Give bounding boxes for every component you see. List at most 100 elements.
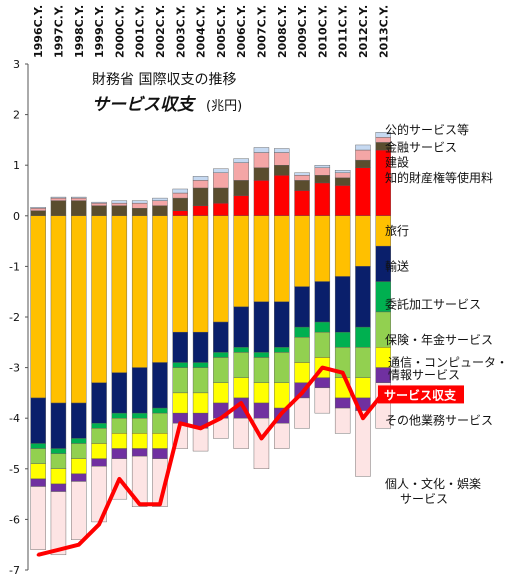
bar-segment-5-9 bbox=[213, 321, 229, 353]
bar-segment-7-8 bbox=[192, 205, 209, 216]
bar-segment-6-2 bbox=[71, 215, 87, 404]
bar-segment-7-7 bbox=[172, 210, 188, 217]
x-tick-label-7: 2003C.Y. bbox=[174, 5, 187, 58]
x-tick-label-11: 2007C.Y. bbox=[255, 5, 268, 58]
y-tick-label-8: -5 bbox=[9, 463, 20, 476]
bar-segment-9-4 bbox=[111, 202, 128, 206]
bar-segment-9-0 bbox=[30, 208, 46, 211]
line-point-10 bbox=[239, 401, 243, 405]
bar-segment-2-6 bbox=[152, 433, 168, 449]
bar-segment-10-7 bbox=[172, 188, 188, 194]
x-tick-label-0: 1996C.Y. bbox=[32, 5, 45, 58]
bar-segment-8-3 bbox=[91, 205, 107, 216]
bar-segment-0-14 bbox=[314, 387, 331, 414]
bar-segment-5-13 bbox=[294, 286, 310, 328]
series-label-9: 情報サービス bbox=[388, 368, 460, 382]
bar-segment-2-5 bbox=[131, 433, 148, 449]
bar-segment-6-8 bbox=[192, 215, 209, 333]
bar-segment-8-15 bbox=[334, 177, 351, 186]
bar-segment-3-9 bbox=[213, 357, 229, 383]
line-label-box bbox=[378, 385, 464, 404]
bar-segment-0-2 bbox=[71, 481, 87, 540]
bar-segment-4-14 bbox=[314, 321, 331, 333]
bar-segment-2-2 bbox=[71, 458, 87, 475]
bar-segment-8-9 bbox=[213, 187, 229, 204]
y-tick-label-3: 0 bbox=[13, 210, 20, 223]
bar-segment-8-8 bbox=[192, 187, 209, 206]
bar-segment-7-14 bbox=[314, 182, 331, 217]
bar-segment-4-9 bbox=[213, 352, 229, 358]
bar-segment-8-14 bbox=[314, 175, 331, 184]
bar-segment-6-13 bbox=[294, 215, 310, 287]
stacked-bars bbox=[30, 132, 391, 556]
bar-segment-7-16 bbox=[355, 167, 371, 216]
bar-segment-5-3 bbox=[91, 382, 107, 424]
bar-segment-1-3 bbox=[91, 458, 107, 467]
bar-segment-10-14 bbox=[314, 164, 331, 168]
bar-segment-10-13 bbox=[294, 172, 310, 176]
chart-subtitle: サービス収支 bbox=[92, 95, 196, 115]
series-label-8: 通信・コンピュータ・ bbox=[388, 356, 508, 370]
bar-segment-0-0 bbox=[30, 486, 46, 550]
x-tick-label-16: 2012C.Y. bbox=[357, 5, 370, 58]
bar-segment-1-0 bbox=[30, 478, 46, 487]
y-tick-label-5: -2 bbox=[9, 311, 20, 324]
services-balance-line bbox=[36, 365, 385, 557]
bar-segment-5-11 bbox=[253, 301, 270, 353]
x-tick-label-17: 2013C.Y. bbox=[377, 5, 390, 58]
bar-segment-6-6 bbox=[152, 215, 168, 363]
bar-segment-5-8 bbox=[192, 331, 209, 363]
x-tick-label-13: 2009C.Y. bbox=[296, 5, 309, 58]
series-label-11: 個人・文化・娯楽 bbox=[385, 476, 481, 491]
bar-segment-3-5 bbox=[131, 418, 148, 434]
series-label-5: 輸送 bbox=[385, 258, 409, 273]
bar-segment-5-12 bbox=[274, 301, 290, 348]
line-point-7 bbox=[178, 421, 182, 425]
bar-segment-5-16 bbox=[355, 266, 371, 328]
bar-segment-2-4 bbox=[111, 433, 128, 449]
series-label-10: その他業務サービス bbox=[385, 414, 493, 428]
line-label-text: サービス収支 bbox=[384, 387, 457, 402]
bar-segment-6-7 bbox=[172, 215, 188, 333]
bar-segment-1-4 bbox=[111, 448, 128, 459]
bar-segment-8-1 bbox=[50, 200, 67, 216]
bar-segment-10-9 bbox=[213, 168, 229, 173]
bar-segment-3-13 bbox=[294, 337, 310, 363]
bar-segment-3-4 bbox=[111, 418, 128, 434]
bar-segment-2-1 bbox=[50, 468, 67, 485]
services-balance-polyline bbox=[37, 365, 385, 557]
bar-segment-8-16 bbox=[355, 159, 371, 168]
bar-segment-4-5 bbox=[131, 412, 148, 419]
bar-segment-4-8 bbox=[192, 362, 209, 368]
bar-segment-1-6 bbox=[152, 448, 168, 459]
line-point-1 bbox=[56, 548, 60, 552]
line-point-15 bbox=[341, 371, 345, 375]
bar-segment-6-16 bbox=[355, 215, 371, 267]
bar-segment-2-10 bbox=[233, 377, 249, 399]
bar-segment-1-2 bbox=[71, 473, 87, 482]
bar-segment-10-6 bbox=[152, 197, 168, 201]
line-point-13 bbox=[300, 391, 304, 395]
x-tick-label-14: 2010C.Y. bbox=[316, 5, 329, 58]
bar-segment-10-16 bbox=[355, 144, 371, 151]
series-label-12: サービス bbox=[400, 492, 448, 506]
x-tick-label-9: 2005C.Y. bbox=[215, 5, 228, 58]
bar-segment-1-5 bbox=[131, 448, 148, 457]
bar-segment-1-1 bbox=[50, 483, 67, 492]
chart-titles: 財務省 国際収支の推移 サービス収支 (兆円) bbox=[92, 72, 242, 115]
x-tick-label-3: 1999C.Y. bbox=[93, 5, 106, 58]
bar-segment-2-7 bbox=[172, 392, 188, 414]
bar-segment-4-0 bbox=[30, 443, 46, 449]
y-tick-label-4: -1 bbox=[9, 260, 20, 273]
y-tick-label-0: 3 bbox=[13, 58, 20, 71]
x-tick-label-8: 2004C.Y. bbox=[195, 5, 208, 58]
bar-segment-0-1 bbox=[50, 491, 67, 556]
line-point-3 bbox=[97, 522, 101, 526]
bar-segment-4-6 bbox=[152, 407, 168, 414]
bar-segment-6-0 bbox=[30, 215, 46, 399]
line-point-4 bbox=[117, 477, 121, 481]
bar-segment-8-11 bbox=[253, 167, 270, 181]
bar-segment-0-5 bbox=[131, 455, 148, 507]
line-point-6 bbox=[158, 502, 162, 506]
